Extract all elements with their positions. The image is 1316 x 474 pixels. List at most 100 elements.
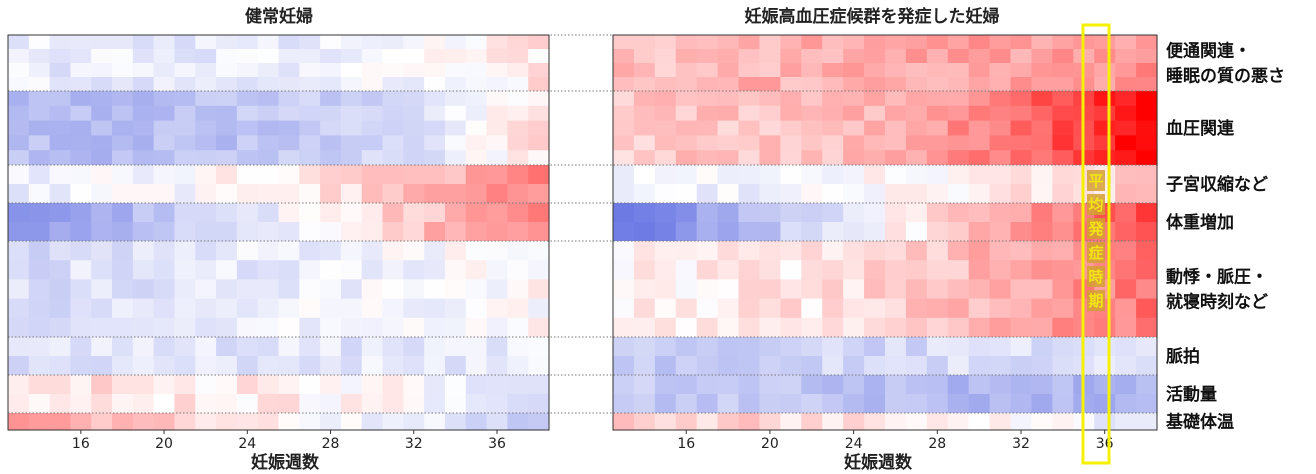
heatmap-cell	[236, 77, 259, 92]
heatmap-cell	[153, 77, 176, 92]
heatmap-cell	[780, 375, 802, 395]
heatmap-cell	[864, 150, 886, 166]
heatmap-cell	[843, 203, 865, 223]
heatmap-cell	[299, 356, 321, 376]
heatmap-cell	[613, 120, 635, 136]
heatmap-cell	[424, 184, 446, 204]
heatmap-cell	[132, 184, 155, 204]
heatmap-cell	[236, 35, 259, 50]
heatmap-cell	[361, 241, 384, 261]
heatmap-cell	[885, 222, 907, 242]
heatmap-cell	[528, 241, 550, 261]
heatmap-cell	[801, 105, 823, 122]
heatmap-cell	[633, 203, 656, 223]
heatmap-cell	[195, 120, 217, 136]
heatmap-cell	[153, 120, 176, 136]
heatmap-cell	[153, 49, 176, 64]
heatmap-cell	[738, 241, 761, 261]
heatmap-cell	[195, 35, 217, 50]
heatmap-cell	[1031, 260, 1053, 280]
heatmap-cell	[947, 337, 970, 357]
heatmap-cell	[507, 413, 529, 431]
heatmap-cell	[738, 77, 761, 92]
heatmap-cell	[320, 91, 342, 107]
heatmap-cell	[28, 63, 51, 78]
heatmap-cell	[1136, 105, 1158, 122]
heatmap-cell	[91, 184, 113, 204]
heatmap-cell	[91, 120, 113, 136]
heatmap-cell	[989, 356, 1012, 376]
heatmap-cell	[403, 413, 425, 431]
heatmap-cell	[633, 298, 656, 319]
heatmap-cell	[843, 165, 865, 185]
heatmap-cell	[1094, 317, 1116, 338]
heatmap-cell	[91, 77, 113, 92]
heatmap-cell	[174, 241, 196, 261]
heatmap-cell	[738, 356, 761, 376]
heatmap-cell	[153, 337, 176, 357]
group-label: 体重増加	[1166, 212, 1234, 233]
heatmap-cell	[257, 356, 280, 376]
heatmap-cell	[885, 394, 907, 414]
heatmap-cell	[1052, 77, 1074, 92]
heatmap-cell	[257, 394, 280, 414]
onset-char: 平	[1088, 172, 1103, 190]
heatmap-cell	[989, 317, 1012, 338]
group-label: 基礎体温	[1165, 412, 1234, 433]
heatmap-cell	[361, 184, 384, 204]
heatmap-cell	[654, 298, 677, 319]
heatmap-cell	[1094, 91, 1116, 107]
heatmap-cell	[780, 91, 802, 107]
heatmap-cell	[112, 63, 134, 78]
heatmap-cell	[738, 49, 761, 64]
heatmap-cell	[1010, 279, 1033, 300]
heatmap-cell	[968, 394, 991, 414]
heatmap-cell	[1010, 337, 1033, 357]
heatmap-cell	[654, 135, 677, 151]
heatmap-cell	[424, 298, 446, 319]
heatmap-cell	[403, 375, 425, 395]
heatmap-cell	[1010, 135, 1033, 151]
heatmap-cell	[675, 317, 698, 338]
heatmap-cell	[1115, 49, 1137, 64]
heatmap-cell	[28, 337, 51, 357]
heatmap-cell	[989, 279, 1012, 300]
heatmap-cell	[759, 135, 781, 151]
heatmap-cell	[236, 394, 259, 414]
heatmap-cell	[8, 317, 30, 338]
heatmap-cell	[1094, 105, 1116, 122]
heatmap-cell	[70, 298, 92, 319]
heatmap-cell	[403, 222, 425, 242]
heatmap-cell	[236, 413, 259, 431]
heatmap-cell	[968, 105, 991, 122]
heatmap-cell	[257, 260, 280, 280]
heatmap-cell	[822, 356, 844, 376]
heatmap-cell	[340, 105, 363, 122]
heatmap-cell	[340, 63, 363, 78]
heatmap-cell	[801, 317, 823, 338]
heatmap-cell	[654, 375, 677, 395]
heatmap-cell	[613, 35, 635, 50]
heatmap-cell	[236, 150, 259, 166]
heatmap-cell	[717, 184, 740, 204]
heatmap-cell	[633, 241, 656, 261]
heatmap-cell	[1052, 394, 1074, 414]
heatmap-cell	[382, 337, 404, 357]
heatmap-cell	[843, 77, 865, 92]
heatmap-cell	[361, 135, 384, 151]
heatmap-cell	[968, 63, 991, 78]
heatmap-cell	[633, 394, 656, 414]
heatmap-cell	[340, 120, 363, 136]
heatmap-cell	[257, 49, 280, 64]
heatmap-cell	[257, 337, 280, 357]
heatmap-cell	[654, 35, 677, 50]
heatmap-cell	[738, 203, 761, 223]
heatmap-cell	[216, 91, 238, 107]
heatmap-cell	[216, 105, 238, 122]
heatmap-cell	[28, 35, 51, 50]
heatmap-cell	[424, 241, 446, 261]
heatmap-cell	[216, 260, 238, 280]
heatmap-cell	[759, 63, 781, 78]
heatmap-cell	[1115, 317, 1137, 338]
heatmap-cell	[49, 35, 72, 50]
